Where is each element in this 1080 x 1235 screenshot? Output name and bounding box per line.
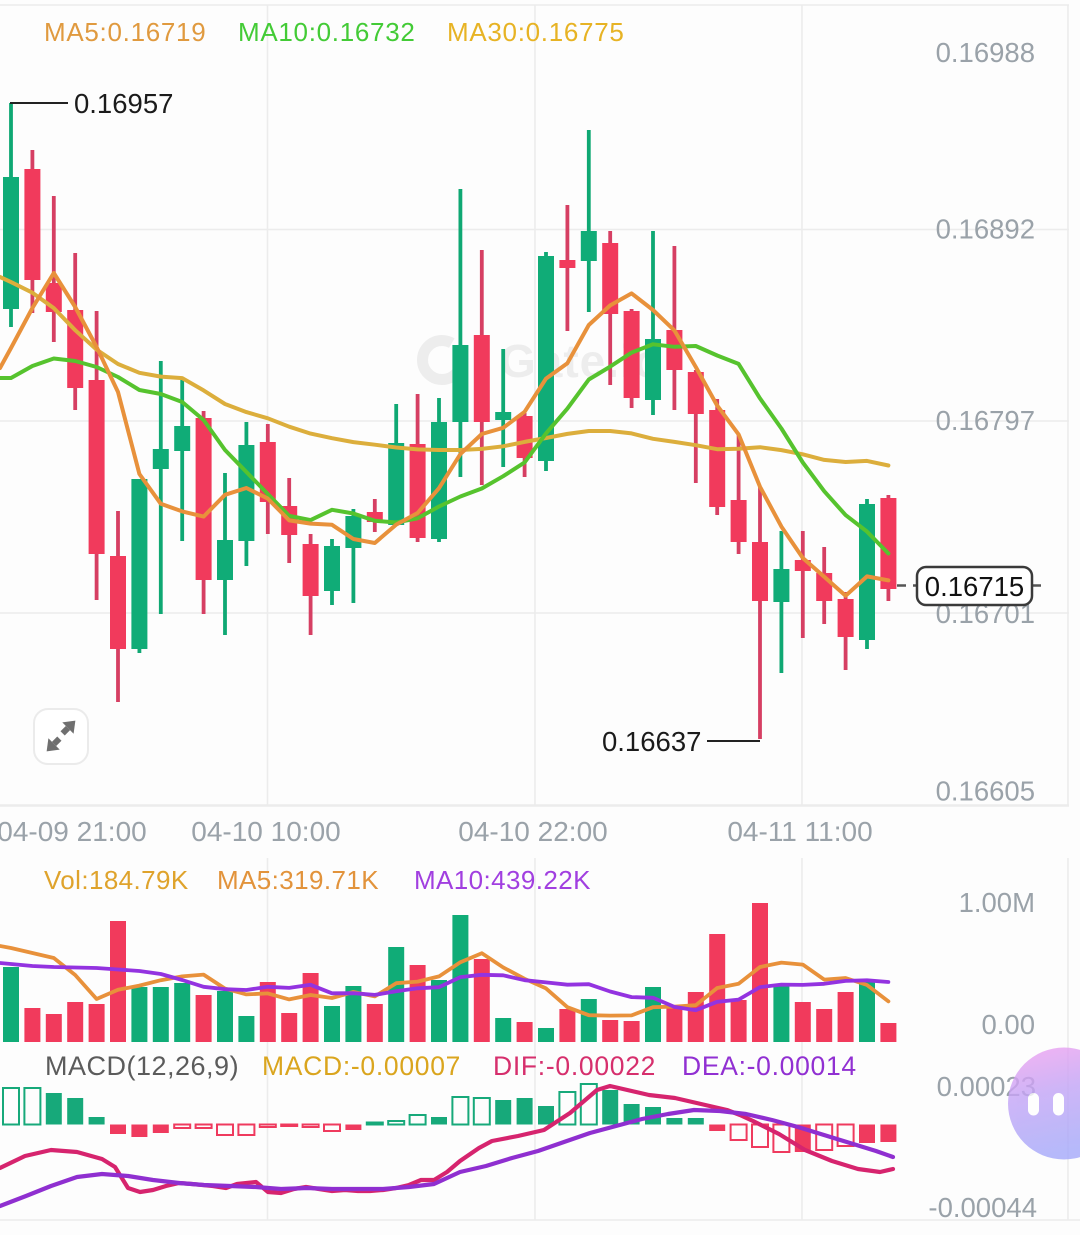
svg-text:Vol:184.79K: Vol:184.79K xyxy=(44,865,189,895)
svg-text:0.16715: 0.16715 xyxy=(925,571,1024,602)
svg-text:04-11 11:00: 04-11 11:00 xyxy=(727,816,872,847)
svg-text:MA30:0.16775: MA30:0.16775 xyxy=(447,17,625,47)
svg-text:MACD(12,26,9): MACD(12,26,9) xyxy=(45,1051,239,1081)
svg-text:0.16892: 0.16892 xyxy=(936,214,1035,245)
svg-text:MA5:0.16719: MA5:0.16719 xyxy=(44,17,206,47)
svg-text:0.16605: 0.16605 xyxy=(936,776,1035,807)
svg-text:0.16797: 0.16797 xyxy=(936,405,1035,436)
svg-text:0.16637: 0.16637 xyxy=(602,726,701,757)
svg-text:0.16957: 0.16957 xyxy=(74,88,173,119)
svg-text:0.00: 0.00 xyxy=(981,1009,1035,1040)
svg-text:MACD:-0.00007: MACD:-0.00007 xyxy=(262,1051,461,1081)
svg-text:1.00M: 1.00M xyxy=(959,887,1035,918)
svg-text:-0.00044: -0.00044 xyxy=(928,1192,1037,1223)
svg-text:MA5:319.71K: MA5:319.71K xyxy=(217,865,379,895)
svg-text:MA10:439.22K: MA10:439.22K xyxy=(414,865,591,895)
svg-text:04-10 10:00: 04-10 10:00 xyxy=(191,816,340,847)
svg-text:DIF:-0.00022: DIF:-0.00022 xyxy=(493,1051,656,1081)
svg-text:DEA:-0.00014: DEA:-0.00014 xyxy=(682,1051,857,1081)
svg-text:04-09 21:00: 04-09 21:00 xyxy=(0,816,147,847)
svg-text:04-10 22:00: 04-10 22:00 xyxy=(458,816,607,847)
svg-text:MA10:0.16732: MA10:0.16732 xyxy=(238,17,416,47)
svg-text:0.16988: 0.16988 xyxy=(936,37,1035,68)
